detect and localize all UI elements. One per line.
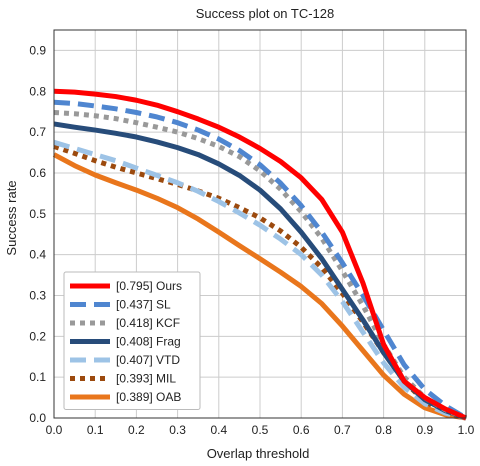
x-tick-label: 0.8 [375, 423, 392, 437]
x-tick-label: 1.0 [458, 423, 475, 437]
y-axis-label: Success rate [4, 180, 19, 255]
y-tick-label: 0.5 [29, 207, 46, 221]
y-tick-label: 0.6 [29, 166, 46, 180]
chart-title: Success plot on TC-128 [196, 6, 335, 21]
series-line-6 [52, 152, 467, 421]
x-tick-label: 0.0 [46, 423, 63, 437]
x-tick-label: 0.6 [293, 423, 310, 437]
y-tick-label: 0.8 [29, 84, 46, 98]
plot-frame [53, 29, 467, 419]
x-tick-label: 0.3 [169, 423, 186, 437]
y-tick-label: 0.0 [29, 411, 46, 425]
legend-entry: [0.418] KCF [116, 316, 180, 330]
x-tick-label: 0.1 [87, 423, 104, 437]
series-line-1 [53, 99, 468, 421]
y-axis-ticks: 0.0 0.1 0.2 0.3 0.4 0.5 0.6 0.7 0.8 0.9 [29, 43, 46, 425]
series-line-4 [53, 139, 467, 421]
series-line-0 [53, 88, 467, 421]
y-tick-label: 0.1 [29, 370, 46, 384]
legend-entry: [0.393] MIL [116, 372, 176, 386]
x-tick-label: 0.7 [334, 423, 351, 437]
x-axis-label: Overlap threshold [207, 446, 310, 461]
legend-entry: [0.408] Frag [116, 335, 181, 349]
series-layer [52, 88, 468, 421]
x-axis-ticks: 0.0 0.1 0.2 0.3 0.4 0.5 0.6 0.7 0.8 0.9 1.0 [46, 423, 475, 437]
y-tick-label: 0.2 [29, 329, 46, 343]
legend-entry: [0.795] Ours [116, 279, 182, 293]
y-tick-label: 0.3 [29, 288, 46, 302]
x-tick-label: 0.2 [128, 423, 145, 437]
x-tick-label: 0.5 [252, 423, 269, 437]
legend: [0.795] Ours [0.437] SL [0.418] KCF [0.408]… [63, 271, 201, 410]
y-tick-label: 0.7 [29, 125, 46, 139]
y-tick-label: 0.9 [29, 43, 46, 57]
x-tick-label: 0.4 [210, 423, 227, 437]
legend-entry: [0.407] VTD [116, 353, 180, 367]
y-tick-label: 0.4 [29, 248, 46, 262]
legend-entry: [0.437] SL [116, 298, 171, 312]
x-tick-label: 0.9 [416, 423, 433, 437]
series-line-5 [53, 144, 467, 421]
legend-entry: [0.389] OAB [116, 390, 181, 404]
